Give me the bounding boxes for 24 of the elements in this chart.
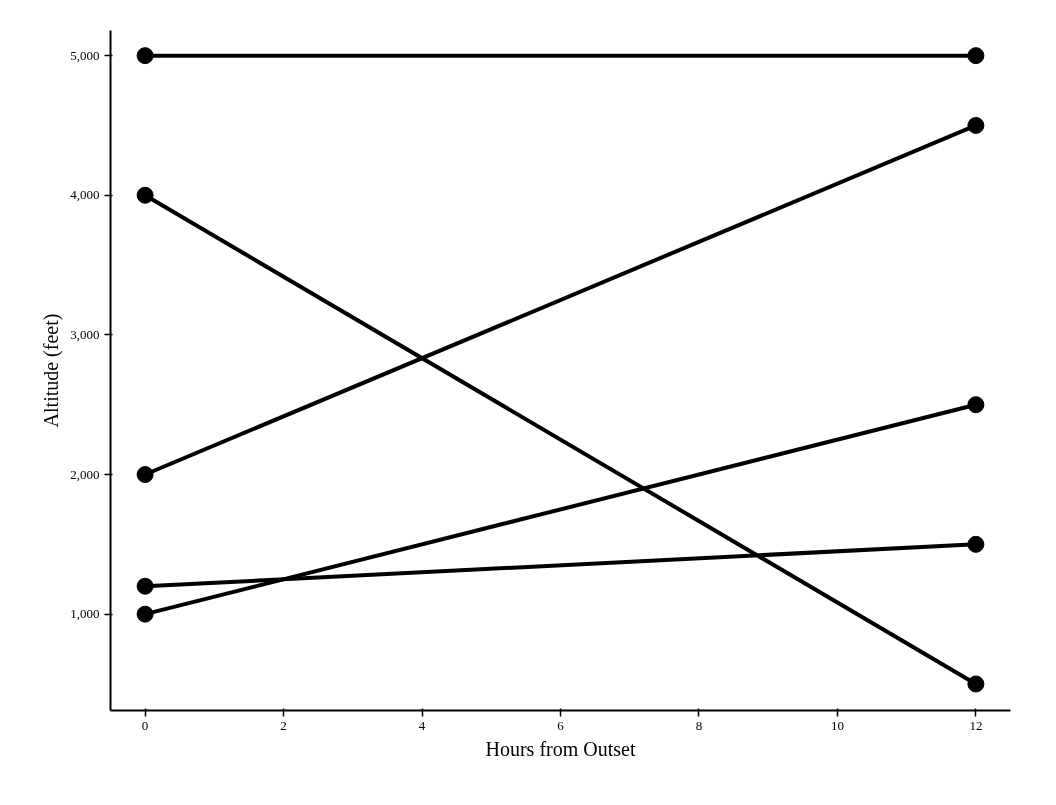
x-tick-label: 0: [141, 717, 149, 733]
x-tick-label: 10: [830, 717, 844, 733]
x-axis-title: Hours from Outset: [485, 737, 636, 760]
point: [967, 396, 985, 414]
point: [967, 675, 985, 693]
point: [136, 47, 154, 65]
point: [136, 186, 154, 204]
y-tick-label: 1,000: [70, 606, 100, 622]
x-tick-label: 6: [557, 717, 565, 733]
x-tick-label: 8: [695, 717, 703, 733]
point: [136, 466, 154, 484]
point: [967, 47, 985, 65]
point: [136, 577, 154, 595]
y-axis-title: Altitude (feet): [40, 313, 64, 428]
y-tick-label: 4,000: [70, 187, 100, 203]
x-tick-label: 12: [969, 717, 983, 733]
y-tick-label: 5,000: [70, 47, 100, 63]
point: [967, 116, 985, 134]
point: [967, 535, 985, 553]
y-tick-label: 3,000: [70, 326, 100, 342]
point: [136, 605, 154, 623]
x-tick-label: 4: [418, 717, 426, 733]
x-tick-label: 2: [280, 717, 287, 733]
y-tick-label: 2,000: [70, 466, 100, 482]
